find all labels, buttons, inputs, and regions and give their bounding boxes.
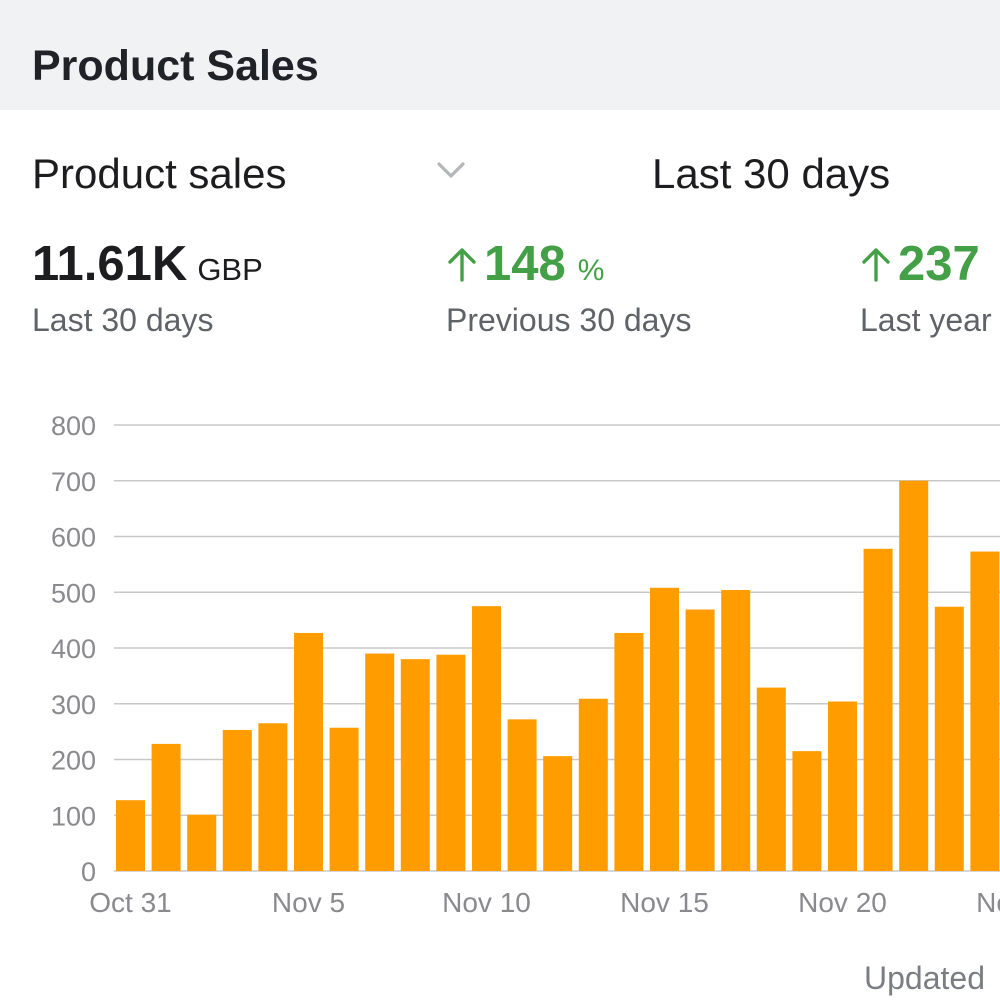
sales-bar	[294, 632, 323, 871]
metric-dropdown-label: Product sales	[32, 150, 287, 197]
navigation-bar: Product Sales	[0, 0, 1000, 110]
x-tick-label: Nov 25	[976, 887, 1000, 918]
sales-bar	[436, 654, 466, 871]
y-tick-label: 200	[51, 746, 96, 776]
total-sales-currency: GBP	[197, 252, 263, 287]
sales-bar	[685, 609, 715, 871]
sales-bar	[543, 756, 573, 871]
y-tick-label: 600	[51, 523, 96, 553]
sales-bar	[151, 743, 181, 871]
sales-bar	[507, 719, 537, 871]
sales-bar	[187, 814, 217, 871]
sales-bar-chart: 0 100 200 300 400 500 600 700 800 Oct 31 Nov 5 Nov …	[51, 411, 1000, 918]
sales-bar	[863, 548, 893, 871]
last-year-change: 237	[898, 237, 980, 291]
y-tick-label: 700	[51, 467, 96, 497]
y-tick-label: 100	[51, 801, 96, 831]
sales-bar	[116, 800, 145, 871]
sales-bar	[650, 587, 679, 871]
arrow-up-icon	[862, 248, 890, 282]
last-year-stat: 237 Last year	[860, 236, 1000, 340]
y-tick-label: 800	[51, 411, 96, 441]
sales-bar	[970, 551, 1000, 871]
x-tick-label: Nov 10	[442, 887, 531, 918]
metric-dropdown[interactable]: Product sales	[32, 145, 482, 201]
last-year-caption: Last year	[860, 302, 992, 338]
sales-bar	[365, 653, 395, 871]
page-title: Product Sales	[32, 42, 319, 90]
date-range-label: Last 30 days	[652, 150, 891, 197]
previous-period-change: 148	[484, 237, 566, 291]
sales-bar	[756, 687, 786, 871]
previous-period-unit: %	[577, 254, 605, 287]
previous-period-caption: Previous 30 days	[446, 302, 692, 338]
x-tick-label: Nov 15	[620, 887, 709, 918]
y-tick-label: 300	[51, 690, 96, 720]
sales-bar	[329, 727, 359, 871]
sales-bar	[400, 659, 430, 871]
x-tick-label: Nov 5	[272, 887, 345, 918]
date-range-selector[interactable]: Last 30 days	[652, 145, 1000, 201]
total-sales-caption: Last 30 days	[32, 302, 214, 338]
x-tick-label: Oct 31	[89, 887, 171, 918]
sales-bar	[578, 698, 608, 871]
sales-bar	[828, 701, 857, 871]
arrow-up-icon	[448, 248, 476, 282]
sales-bar	[258, 723, 288, 871]
updated-timestamp: Updated	[864, 960, 985, 996]
sales-bar	[721, 590, 751, 871]
sales-bar	[614, 632, 644, 871]
y-tick-label: 500	[51, 578, 96, 608]
y-tick-label: 0	[81, 857, 96, 887]
sales-bar	[222, 729, 252, 871]
x-tick-label: Nov 20	[798, 887, 887, 918]
total-sales-value: 11.61K	[32, 237, 188, 291]
y-tick-label: 400	[51, 634, 96, 664]
previous-period-stat: 148% Previous 30 days	[446, 236, 691, 340]
sales-bar	[472, 606, 501, 871]
sales-bar	[934, 606, 964, 871]
sales-bar	[792, 751, 822, 871]
total-sales-stat: 11.61K GBP Last 30 days	[32, 236, 263, 340]
sales-bar	[899, 480, 929, 871]
chevron-down-icon	[437, 162, 465, 178]
